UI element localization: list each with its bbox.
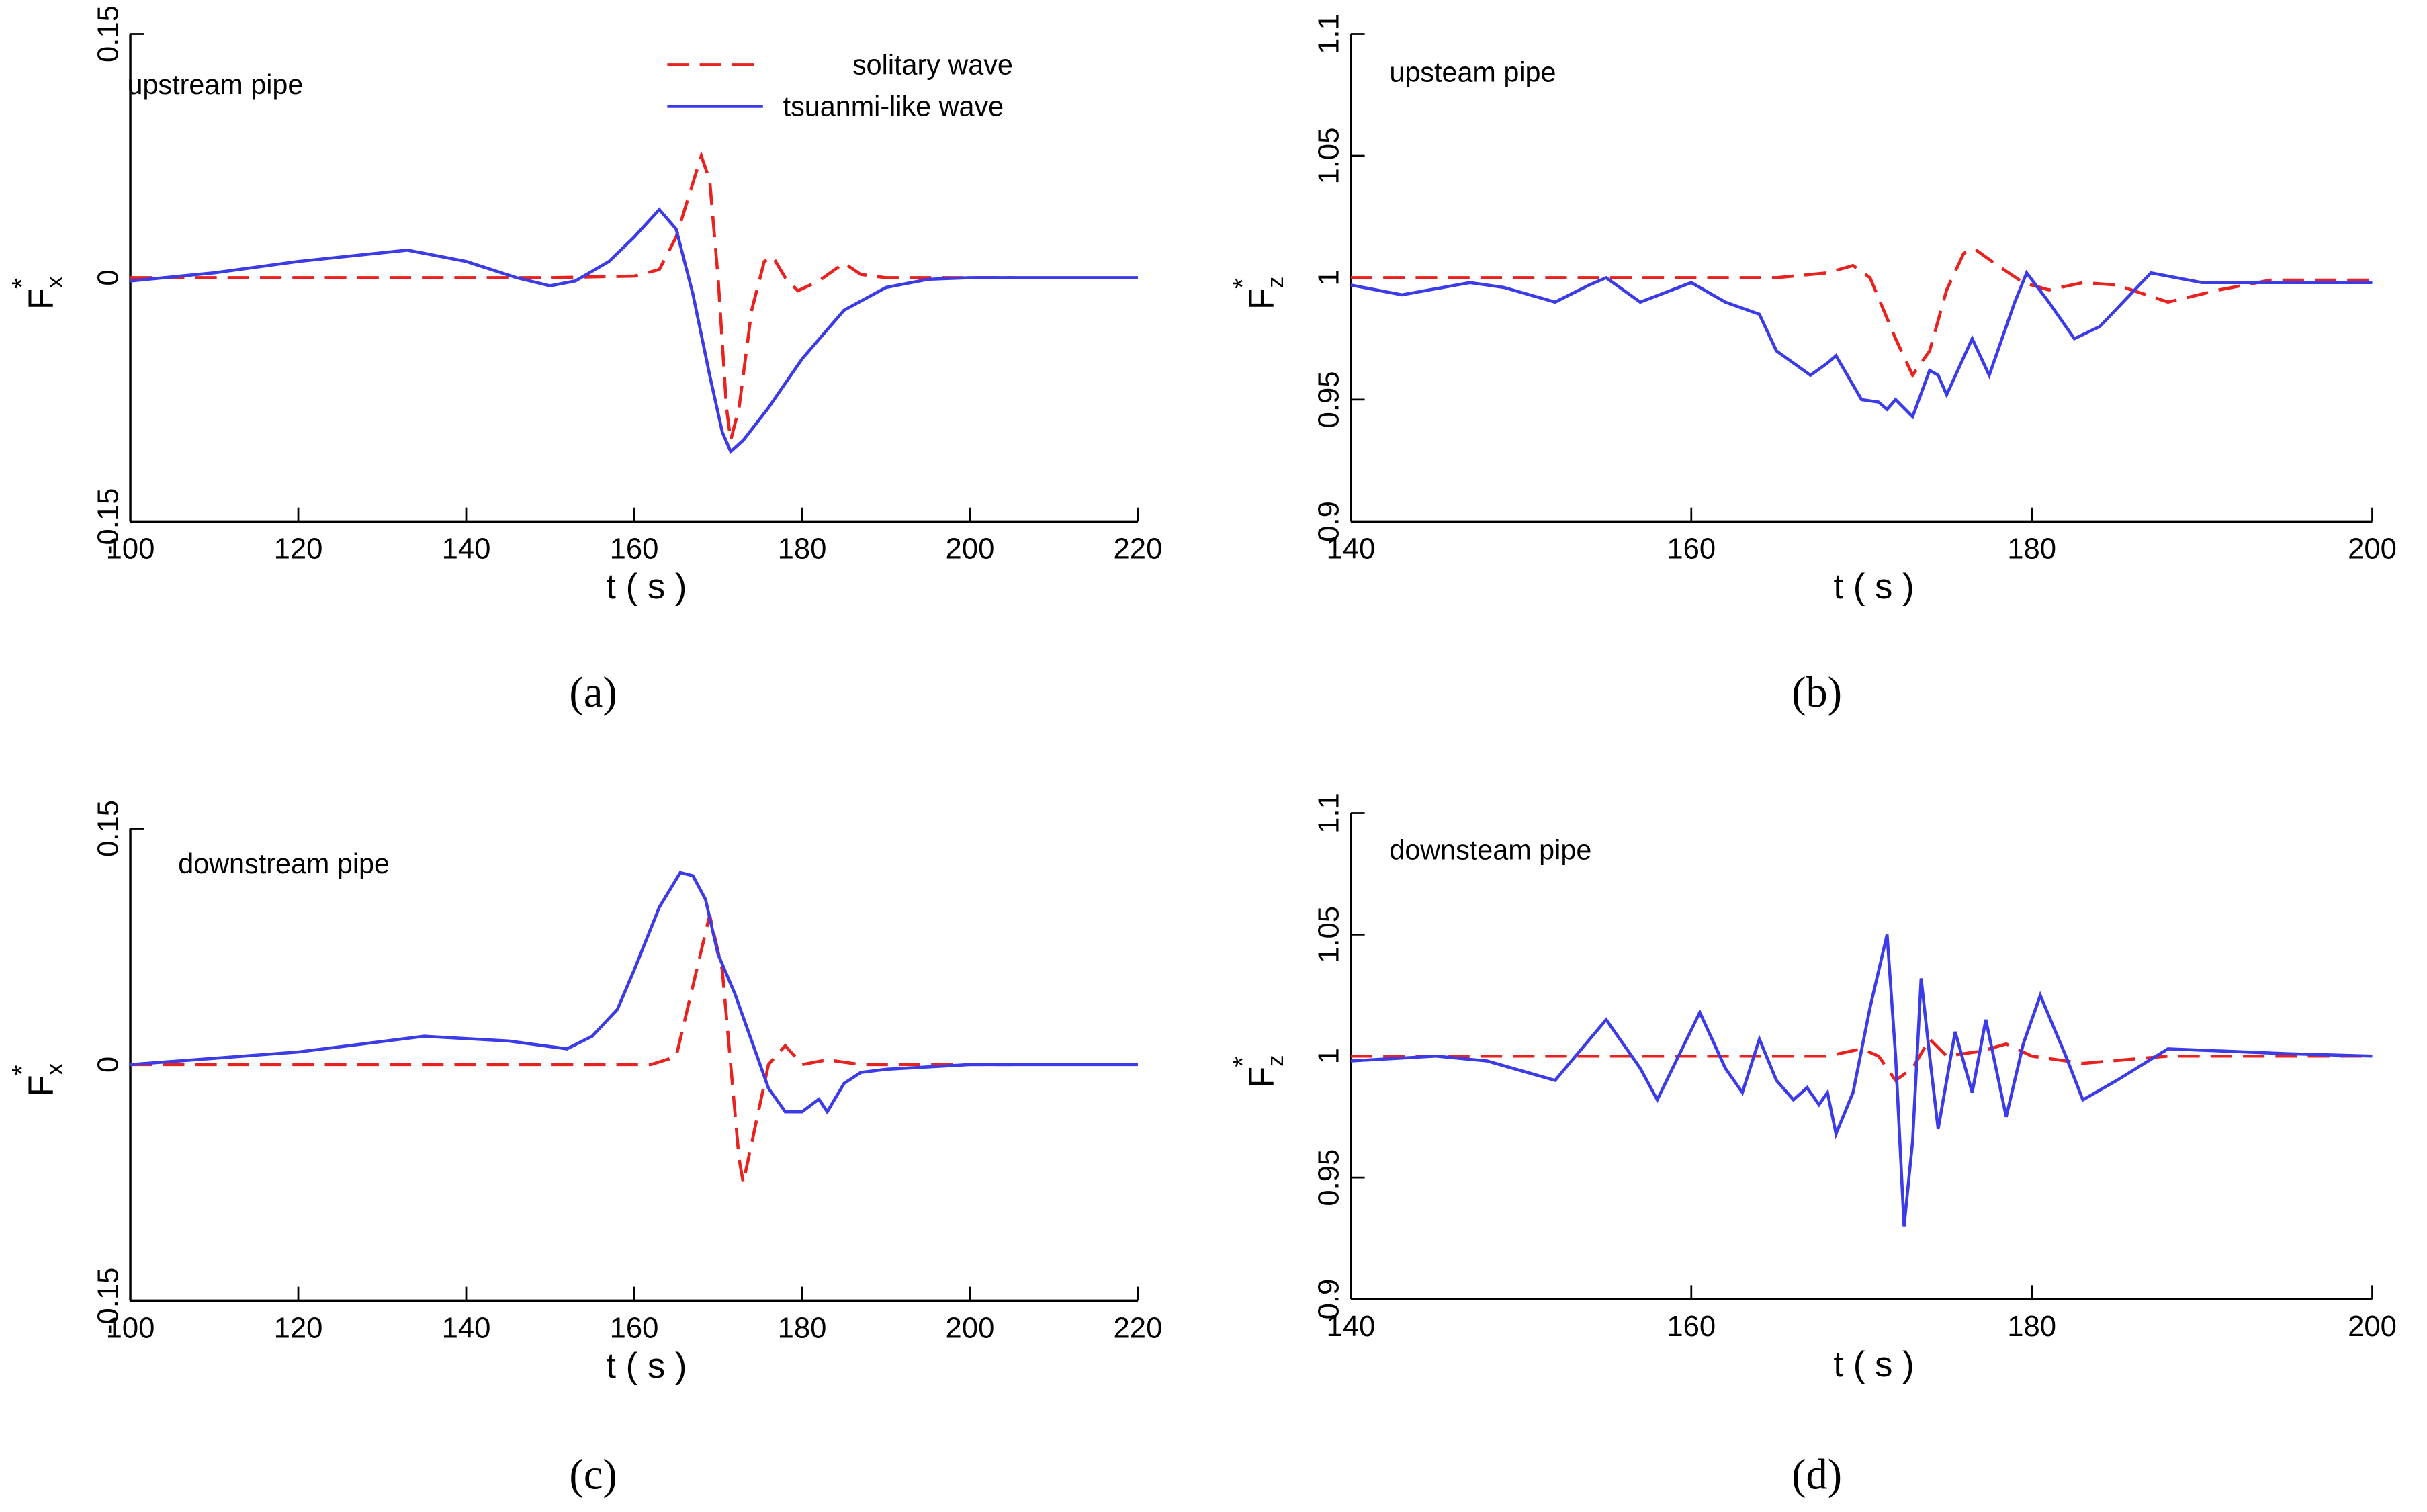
- y-label-sub: z: [1263, 1055, 1288, 1066]
- y-tick-label: 1.05: [1313, 128, 1345, 185]
- x-tick-label: 200: [2348, 1310, 2397, 1343]
- series-line: [1350, 247, 2373, 379]
- x-tick-label: 140: [1327, 1310, 1376, 1343]
- x-tick-label: 100: [106, 532, 155, 565]
- y-tick-label: 0.9: [1313, 1279, 1345, 1320]
- x-axis-label: t ( s ): [1833, 1345, 1914, 1384]
- y-tick-label: 0.95: [1313, 371, 1345, 428]
- x-tick-label: 220: [1114, 532, 1163, 565]
- x-tick-label: 180: [2007, 532, 2056, 565]
- panel-label: (a): [569, 668, 617, 716]
- y-axis-label: Fx *: [7, 277, 68, 310]
- series-line: [1350, 1036, 2373, 1083]
- x-tick-label: 180: [2007, 1310, 2056, 1343]
- series-line: [1350, 934, 2373, 1227]
- x-tick-label: 140: [1327, 532, 1376, 565]
- series-line: [130, 914, 1012, 1184]
- x-tick-label: 180: [778, 1311, 827, 1344]
- y-label-sup: *: [1227, 1057, 1258, 1067]
- x-tick-label: 160: [610, 1311, 659, 1344]
- panel-label: (b): [1792, 668, 1842, 716]
- panel-label: (c): [569, 1451, 617, 1499]
- y-tick-label: 0.15: [92, 5, 125, 62]
- series-line: [130, 871, 1138, 1115]
- y-tick-label: -0.15: [92, 1268, 125, 1334]
- y-axis-label: Fz *: [1227, 277, 1288, 310]
- series-line: [1350, 269, 2373, 420]
- x-tick-label: 120: [274, 532, 323, 565]
- y-axis-label: Fx *: [7, 1063, 68, 1096]
- y-tick-label: 1.05: [1313, 906, 1345, 963]
- y-label-base: F: [1242, 288, 1282, 310]
- y-label-base: F: [21, 288, 61, 310]
- y-tick-label: -0.15: [92, 488, 125, 555]
- y-label-sub: x: [42, 277, 68, 288]
- y-tick-label: 0.95: [1313, 1149, 1345, 1206]
- panel-label: (d): [1792, 1451, 1842, 1499]
- x-tick-label: 220: [1114, 1311, 1163, 1344]
- y-tick-label: 1.1: [1313, 793, 1345, 834]
- legend-label: tsuanmi-like wave: [783, 91, 1004, 122]
- annotation: downsteam pipe: [1389, 834, 1591, 865]
- series-line: [130, 207, 1138, 455]
- y-axis-label: Fz *: [1227, 1055, 1288, 1087]
- x-axis-label: t ( s ): [606, 567, 687, 607]
- y-label-sub: z: [1263, 277, 1288, 288]
- y-label-sub: x: [42, 1063, 68, 1075]
- x-tick-label: 140: [442, 532, 491, 565]
- x-tick-label: 200: [946, 1311, 995, 1344]
- y-tick-label: 0: [92, 1057, 125, 1073]
- x-axis-label: t ( s ): [606, 1346, 687, 1386]
- y-label-sup: *: [7, 278, 38, 289]
- x-tick-label: 200: [946, 532, 995, 565]
- y-tick-label: 1: [1313, 269, 1345, 285]
- y-label-sup: *: [7, 1065, 38, 1075]
- x-tick-label: 100: [106, 1311, 155, 1344]
- y-tick-label: 0.9: [1313, 501, 1345, 542]
- y-label-base: F: [1242, 1067, 1282, 1088]
- annotation: upsteam pipe: [1389, 57, 1556, 88]
- x-tick-label: 140: [442, 1311, 491, 1344]
- annotation: downstream pipe: [178, 848, 390, 879]
- x-tick-label: 160: [1667, 532, 1716, 565]
- y-tick-label: 0.15: [92, 800, 125, 857]
- x-tick-label: 160: [610, 532, 659, 565]
- y-label-base: F: [21, 1075, 61, 1096]
- legend-label: solitary wave: [852, 49, 1013, 80]
- y-tick-label: 0: [92, 269, 125, 285]
- y-tick-label: 1: [1313, 1048, 1345, 1064]
- annotation: upstream pipe: [127, 69, 303, 100]
- y-tick-label: 1.1: [1313, 13, 1345, 54]
- x-axis-label: t ( s ): [1833, 567, 1914, 607]
- y-label-sup: *: [1227, 278, 1258, 289]
- x-tick-label: 180: [778, 532, 827, 565]
- x-tick-label: 160: [1667, 1310, 1716, 1343]
- series-line: [130, 150, 1012, 441]
- x-tick-label: 200: [2348, 532, 2397, 565]
- x-tick-label: 120: [274, 1311, 323, 1344]
